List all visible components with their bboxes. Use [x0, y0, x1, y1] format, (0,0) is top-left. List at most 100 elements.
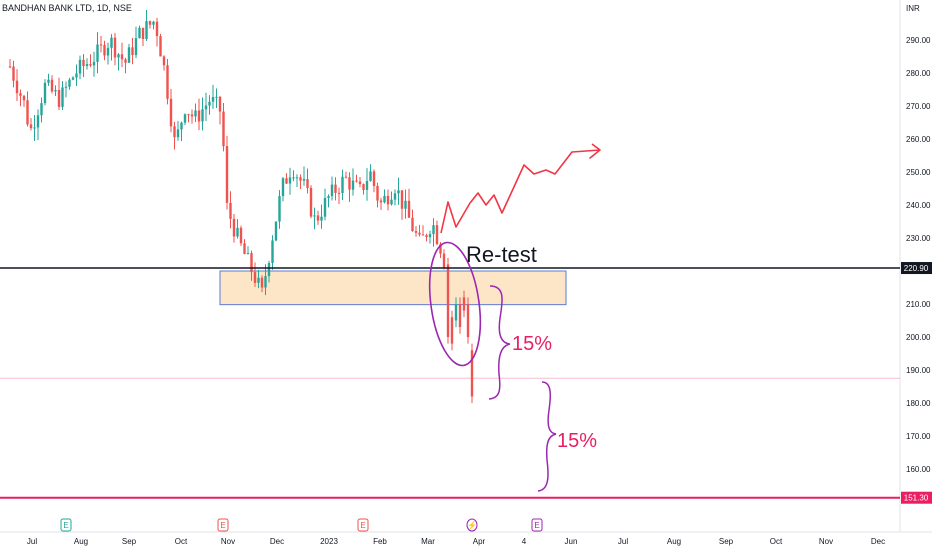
candle-body [376, 185, 379, 201]
event-marker-badge [60, 518, 72, 532]
brace-second [537, 381, 557, 492]
candle-body [348, 177, 351, 190]
candle-body [43, 82, 47, 104]
candle-body [187, 114, 190, 116]
candle-body [316, 215, 320, 221]
candle-body [264, 276, 267, 288]
candle-body [369, 171, 372, 181]
candle-body [309, 187, 313, 217]
earnings-event-marker[interactable]: E [357, 518, 369, 532]
x-tick-label: Nov [221, 537, 235, 546]
event-marker-label: E [220, 521, 225, 530]
candle-body [12, 66, 15, 81]
candle-body [54, 90, 57, 92]
x-tick-label: Apr [473, 537, 486, 546]
price-level-tag [901, 491, 932, 504]
candle-body [239, 227, 243, 244]
candle-body [458, 304, 462, 328]
candle-body [64, 86, 68, 88]
candle-body [113, 37, 117, 58]
x-tick-label: Oct [175, 537, 188, 546]
x-tick-label: Sep [122, 537, 137, 546]
candle-body [295, 177, 299, 179]
x-tick-label: Dec [270, 537, 284, 546]
candle-body [211, 97, 215, 102]
candle-body [169, 98, 173, 127]
candle-body [40, 103, 43, 116]
candle-body [194, 110, 197, 117]
candle-body [148, 21, 152, 25]
candle-body [197, 110, 201, 122]
x-tick-label: Jul [618, 537, 628, 546]
candle-body [278, 196, 281, 222]
candle-body [222, 111, 225, 147]
dividend-event-marker[interactable]: ⚡ [466, 518, 478, 532]
earnings-event-marker[interactable]: E [217, 518, 229, 532]
x-tick-label: Jul [27, 537, 37, 546]
y-tick-label: 290.00 [906, 36, 931, 45]
x-tick-label: Oct [770, 537, 783, 546]
x-tick-label: Mar [421, 537, 435, 546]
candle-body [323, 197, 327, 217]
candle-body [99, 44, 103, 46]
candle-body [159, 36, 162, 57]
candle-body [131, 47, 134, 56]
earnings-event-marker[interactable]: E [60, 518, 72, 532]
candle-body [390, 199, 393, 205]
support-zone [219, 270, 567, 306]
y-tick-label: 260.00 [906, 135, 931, 144]
candle-body [103, 45, 106, 56]
candle-body [253, 272, 257, 283]
candle-body [229, 202, 232, 219]
candle-body [124, 59, 127, 63]
candle-body [285, 178, 288, 184]
x-tick-label: Nov [819, 537, 833, 546]
event-marker-badge [466, 518, 478, 532]
candle-body [215, 96, 218, 98]
candle-body [26, 100, 29, 125]
candle-body [68, 79, 71, 87]
candle-body [176, 129, 180, 138]
candle-body [397, 190, 400, 194]
candle-body [152, 21, 155, 25]
y-tick-label: 200.00 [906, 333, 931, 342]
candle-body [155, 21, 159, 37]
event-marker-badge [217, 518, 229, 532]
candle-body [404, 200, 407, 209]
candle-body [299, 177, 302, 181]
candle-body [29, 124, 33, 129]
candle-body [134, 38, 138, 56]
candle-body [428, 234, 432, 238]
candle-body [36, 115, 40, 128]
candle-body [15, 80, 19, 94]
candle-body [365, 180, 369, 190]
x-tick-label: Feb [373, 537, 387, 546]
candle-body [232, 218, 236, 237]
candle-body [92, 61, 96, 66]
x-tick-label: Jun [565, 537, 578, 546]
earnings-event-marker[interactable]: E [531, 518, 543, 532]
x-tick-label: Sep [719, 537, 734, 546]
candle-body [201, 109, 204, 122]
event-marker-label: E [534, 521, 539, 530]
candle-body [462, 297, 466, 311]
candle-body [57, 90, 61, 107]
candle-body [383, 195, 386, 203]
x-tick-label: 4 [522, 537, 527, 546]
y-tick-label: 210.00 [906, 300, 931, 309]
candle-body [225, 146, 229, 203]
y-tick-label: 190.00 [906, 366, 931, 375]
candle-body [271, 240, 274, 264]
candle-body [75, 73, 78, 78]
candle-body [183, 114, 187, 123]
candle-body [120, 54, 124, 60]
retest-annotation: Re-test [466, 242, 537, 267]
x-tick-label: Aug [667, 537, 681, 546]
candle-body [306, 179, 309, 188]
candle-body [173, 126, 176, 138]
candle-body [450, 317, 454, 344]
candle-body [78, 59, 82, 74]
candle-body [421, 234, 425, 236]
candle-body [372, 171, 376, 186]
